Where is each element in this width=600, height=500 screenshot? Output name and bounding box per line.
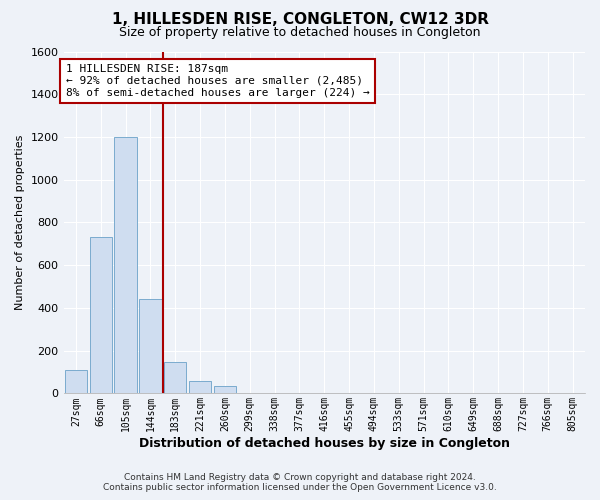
Bar bbox=[214, 386, 236, 394]
Text: 1, HILLESDEN RISE, CONGLETON, CW12 3DR: 1, HILLESDEN RISE, CONGLETON, CW12 3DR bbox=[112, 12, 488, 28]
Bar bbox=[189, 380, 211, 394]
Text: Contains HM Land Registry data © Crown copyright and database right 2024.
Contai: Contains HM Land Registry data © Crown c… bbox=[103, 473, 497, 492]
Y-axis label: Number of detached properties: Number of detached properties bbox=[15, 135, 25, 310]
Bar bbox=[65, 370, 87, 394]
Bar bbox=[115, 137, 137, 394]
X-axis label: Distribution of detached houses by size in Congleton: Distribution of detached houses by size … bbox=[139, 437, 510, 450]
Bar bbox=[139, 300, 161, 394]
Bar bbox=[164, 362, 187, 394]
Text: Size of property relative to detached houses in Congleton: Size of property relative to detached ho… bbox=[119, 26, 481, 39]
Bar bbox=[89, 238, 112, 394]
Text: 1 HILLESDEN RISE: 187sqm
← 92% of detached houses are smaller (2,485)
8% of semi: 1 HILLESDEN RISE: 187sqm ← 92% of detach… bbox=[66, 64, 370, 98]
